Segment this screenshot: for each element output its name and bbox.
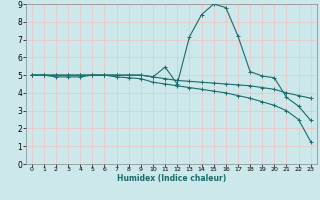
X-axis label: Humidex (Indice chaleur): Humidex (Indice chaleur) xyxy=(116,174,226,183)
